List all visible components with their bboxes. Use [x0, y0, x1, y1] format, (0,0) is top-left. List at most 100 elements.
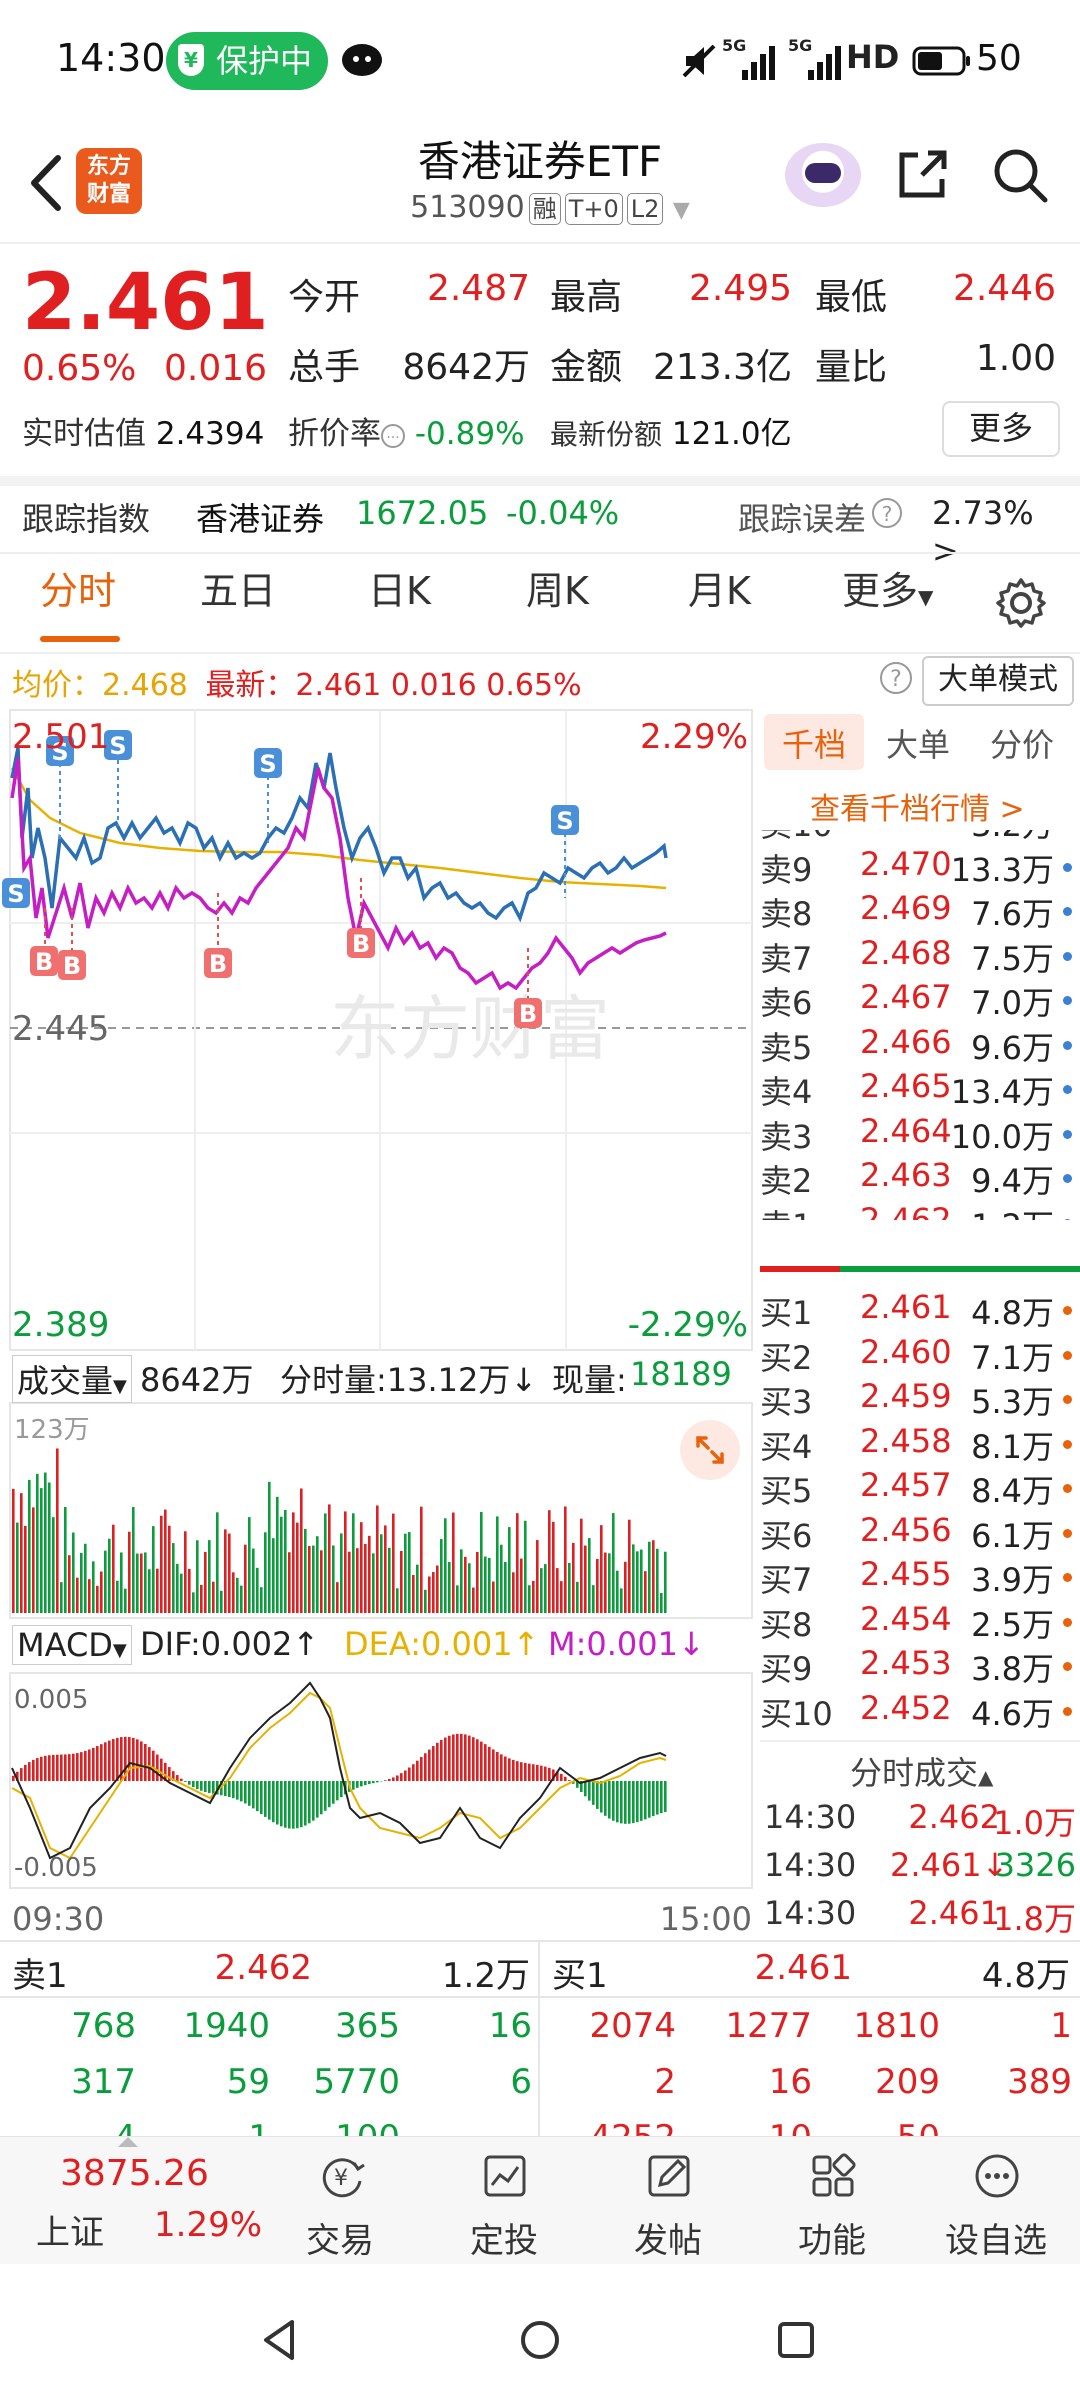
back-arrow-icon[interactable]: [22, 148, 70, 218]
sell-marker[interactable]: [104, 730, 132, 760]
volume-bar: [420, 1506, 423, 1613]
buy-marker[interactable]: [58, 950, 86, 980]
system-navigation-bar: [0, 2264, 1080, 2400]
ask-row[interactable]: 卖9 2.470 13.3万: [760, 845, 1080, 890]
caret-up-icon: [118, 2137, 138, 2147]
discount-info-icon[interactable]: ···: [381, 423, 405, 448]
nav-home-icon[interactable]: [518, 2318, 562, 2362]
macd-bar: [48, 1755, 51, 1781]
bid-row[interactable]: 买1 2.461 4.8万: [760, 1288, 1080, 1333]
chevron-down-icon: ▼: [112, 1640, 127, 1661]
nav-recents-icon[interactable]: [776, 2320, 816, 2360]
tick-trades-title[interactable]: 分时成交▲: [850, 1748, 993, 1794]
volume-bar: [344, 1511, 347, 1613]
volume-bar: [252, 1548, 255, 1613]
index-name: 上证: [36, 2213, 104, 2253]
macd-bar: [440, 1739, 443, 1781]
bid-row[interactable]: 买10 2.452 4.6万: [760, 1689, 1080, 1734]
macd-selector[interactable]: MACD▼: [12, 1625, 132, 1665]
volume-bar: [568, 1562, 571, 1613]
view-all-levels-link[interactable]: 查看千档行情 >: [810, 792, 1025, 827]
ask-row[interactable]: 卖7 2.468 7.5万: [760, 934, 1080, 979]
volume-selector[interactable]: 成交量▼: [12, 1355, 132, 1403]
tab-daily-k[interactable]: 日K: [368, 569, 431, 613]
share-icon[interactable]: [892, 145, 952, 205]
nav-back-icon[interactable]: [258, 2316, 302, 2364]
index-ticker[interactable]: 3875.26 上证 1.29%: [0, 2137, 262, 2265]
volume-bar: [476, 1551, 479, 1613]
intraday-chart[interactable]: 东方财富 S S S S S B B B B B 2.501 2.445 2.3…: [0, 708, 760, 1938]
macd-bar: [632, 1781, 635, 1824]
help-circle-icon[interactable]: ?: [872, 498, 902, 528]
sell-marker[interactable]: [2, 878, 30, 908]
macd-bar: [480, 1741, 483, 1781]
bid-row[interactable]: 买8 2.454 2.5万: [760, 1600, 1080, 1645]
chevron-up-icon: ▲: [978, 1765, 994, 1789]
bid-row[interactable]: 买2 2.460 7.1万: [760, 1333, 1080, 1378]
macd-dif: DIF:0.002↑: [140, 1625, 320, 1663]
volume-bar: [244, 1544, 247, 1613]
tab-price-distribution[interactable]: 分价: [990, 726, 1055, 764]
tab-thousand-levels[interactable]: 千档: [782, 726, 847, 764]
robot-assistant-icon[interactable]: [785, 143, 861, 207]
volume-bar: [364, 1543, 367, 1613]
macd-bar: [152, 1750, 155, 1781]
ask-row[interactable]: 卖2 2.463 9.4万: [760, 1156, 1080, 1201]
buy-marker[interactable]: [204, 948, 232, 978]
macd-bar: [620, 1781, 623, 1824]
volume-bar: [620, 1588, 623, 1613]
buy-marker[interactable]: [514, 998, 542, 1028]
current-volume-label: 现量:: [552, 1361, 627, 1399]
volume-bar: [192, 1592, 195, 1613]
tab-big-orders[interactable]: 大单: [886, 726, 951, 764]
more-button[interactable]: 更多: [942, 401, 1060, 457]
tab-weekly-k[interactable]: 周K: [526, 569, 589, 613]
bid-price: 2.457: [860, 1466, 952, 1504]
bid-row[interactable]: 买5 2.457 8.4万: [760, 1466, 1080, 1511]
tab-monthly-k[interactable]: 月K: [688, 569, 751, 613]
bid-row[interactable]: 买3 2.459 5.3万: [760, 1377, 1080, 1422]
volume-bar: [488, 1557, 491, 1613]
expand-icon[interactable]: [680, 1420, 740, 1480]
volume-bar: [556, 1568, 559, 1613]
macd-bar: [624, 1781, 627, 1824]
ask-price: 2.469: [860, 889, 952, 927]
ask-row[interactable]: 卖8 2.469 7.6万: [760, 889, 1080, 934]
tracking-index-row[interactable]: 跟踪指数 香港证券 1672.05 -0.04% 跟踪误差 ? 2.73% >: [22, 494, 1062, 570]
ask-row[interactable]: 卖6 2.467 7.0万: [760, 978, 1080, 1023]
tab-intraday[interactable]: 分时: [40, 569, 117, 613]
ask-row[interactable]: 卖1 2.462 1.2万: [760, 1201, 1080, 1220]
ask-row[interactable]: 卖3 2.464 10.0万: [760, 1112, 1080, 1157]
volume-bar: [384, 1525, 387, 1613]
tab-five-day[interactable]: 五日: [200, 569, 277, 613]
ask-row[interactable]: 卖5 2.466 9.6万: [760, 1023, 1080, 1068]
volume-bar: [444, 1518, 447, 1613]
volume-bar: [256, 1567, 259, 1613]
bid-row[interactable]: 买9 2.453 3.8万: [760, 1644, 1080, 1689]
volume-bar: [200, 1584, 203, 1613]
buy-marker[interactable]: [30, 946, 58, 976]
sell-marker[interactable]: [254, 748, 282, 778]
battery-icon: [912, 46, 970, 76]
volume-bar: [112, 1524, 115, 1613]
search-icon[interactable]: [990, 145, 1050, 205]
ask-row[interactable]: 卖10 2.471 3.2万: [760, 830, 1080, 845]
sell-marker[interactable]: [551, 805, 579, 835]
big-order-mode-button[interactable]: 大单模式: [922, 656, 1074, 706]
gear-icon[interactable]: [994, 576, 1048, 630]
help-icon[interactable]: ?: [880, 662, 912, 694]
bid-level: 买5: [760, 1472, 813, 1510]
volume-bar: [208, 1540, 211, 1613]
ask-price: 2.468: [860, 933, 952, 972]
volume-bar: [580, 1518, 583, 1613]
dif-line: [11, 1681, 667, 1860]
bid-row[interactable]: 买4 2.458 8.1万: [760, 1422, 1080, 1467]
ask-row[interactable]: 卖4 2.465 13.4万: [760, 1067, 1080, 1112]
dropdown-triangle-icon[interactable]: ▼: [672, 198, 690, 223]
sell-marker[interactable]: [46, 736, 74, 766]
tab-more[interactable]: 更多▼: [842, 560, 933, 615]
buy-marker[interactable]: [347, 928, 375, 958]
bid-row[interactable]: 买6 2.456 6.1万: [760, 1511, 1080, 1556]
protect-badge[interactable]: ¥ 保护中: [166, 32, 328, 90]
bid-row[interactable]: 买7 2.455 3.9万: [760, 1555, 1080, 1600]
